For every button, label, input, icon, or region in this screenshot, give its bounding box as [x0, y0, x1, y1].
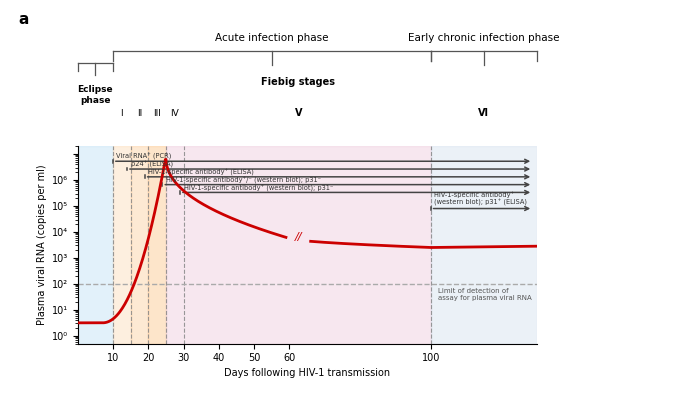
Bar [130, 146, 148, 344]
Text: VI: VI [478, 109, 489, 118]
Bar [148, 146, 166, 344]
Text: Fiebig stages: Fiebig stages [261, 77, 335, 87]
Text: III: III [153, 109, 161, 118]
Text: Early chronic infection phase: Early chronic infection phase [408, 34, 560, 43]
Text: HIV-1-specific antibody⁺ (western blot); p31⁻: HIV-1-specific antibody⁺ (western blot);… [184, 184, 333, 192]
Text: IV: IV [170, 109, 179, 118]
Text: V: V [294, 109, 302, 118]
Text: HIV-1-specific antibody⁺/⁻ (western blot); p31⁻: HIV-1-specific antibody⁺/⁻ (western blot… [166, 177, 321, 184]
X-axis label: Days following HIV-1 transmission: Days following HIV-1 transmission [224, 367, 390, 378]
Text: a: a [18, 12, 28, 27]
Y-axis label: Plasma viral RNA (copies per ml): Plasma viral RNA (copies per ml) [38, 165, 47, 325]
Bar [78, 146, 113, 344]
Bar [431, 146, 537, 344]
Bar [113, 146, 130, 344]
Text: Viral RNA⁺ (PCR): Viral RNA⁺ (PCR) [117, 153, 172, 160]
Text: p24⁺ (ELISA): p24⁺ (ELISA) [130, 161, 173, 168]
Text: II: II [137, 109, 142, 118]
Text: Acute infection phase: Acute infection phase [215, 34, 329, 43]
Text: HIV-1-specific antibody⁺ (ELISA): HIV-1-specific antibody⁺ (ELISA) [148, 169, 254, 176]
Text: Eclipse
phase: Eclipse phase [78, 85, 113, 105]
Text: //: // [294, 231, 302, 242]
Text: HIV-1-specific antibody⁺
(western blot); p31⁺ (ELISA): HIV-1-specific antibody⁺ (western blot);… [434, 191, 527, 207]
Text: I: I [120, 109, 123, 118]
Text: Limit of detection of
assay for plasma viral RNA: Limit of detection of assay for plasma v… [438, 288, 531, 301]
Bar [166, 146, 431, 344]
